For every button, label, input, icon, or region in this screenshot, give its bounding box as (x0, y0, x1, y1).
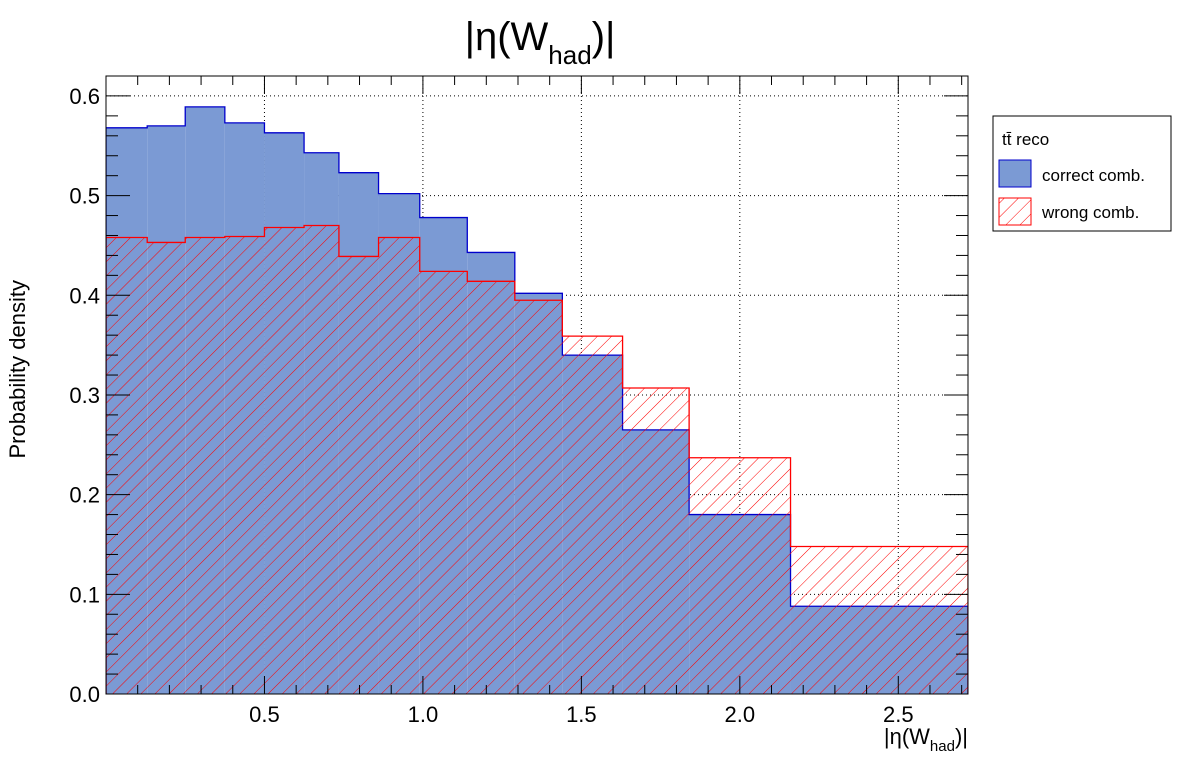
y-tick-label-4: 0.4 (69, 283, 100, 308)
x-axis-title-tail: )| (955, 724, 968, 749)
x-axis-title-sub: had (930, 738, 955, 755)
x-axis-title-main: |η(W (884, 724, 930, 749)
chart-title-tail: )| (592, 15, 616, 59)
histogram-bars (106, 106, 968, 694)
wrong-comb-bar-11 (562, 336, 623, 694)
wrong-comb-bar-0 (106, 237, 148, 694)
tick-labels: 0.5 1.0 1.5 2.0 2.5 0.0 0.1 0.2 0.3 0.4 0.5 0.6 (69, 84, 913, 727)
wrong-comb-bar-10 (514, 300, 563, 694)
legend-label-wrong-comb: wrong comb. (1041, 203, 1139, 222)
legend-header: tt̄ reco (1002, 130, 1049, 149)
wrong-comb-bar-13 (689, 457, 791, 694)
wrong-comb-outline (106, 224, 968, 694)
y-tick-label-1: 0.1 (69, 582, 100, 607)
wrong-comb-bar-9 (467, 281, 515, 694)
x-tick-label-0: 0.5 (249, 702, 280, 727)
wrong-comb-bar-6 (338, 256, 379, 694)
legend-label-correct-comb: correct comb. (1042, 166, 1145, 185)
x-tick-label-2: 1.5 (566, 702, 597, 727)
wrong-comb-bar-4 (264, 227, 305, 694)
y-tick-label-2: 0.2 (69, 483, 100, 508)
legend: tt̄ reco correct comb. wrong comb. (992, 115, 1172, 232)
y-tick-label-0: 0.0 (69, 682, 100, 707)
wrong-comb-bar-1 (147, 242, 186, 694)
legend-swatch-wrong-comb (998, 197, 1032, 226)
wrong-comb-bar-8 (419, 271, 468, 694)
y-tick-label-5: 0.5 (69, 184, 100, 209)
wrong-comb-bar-3 (224, 236, 265, 694)
y-tick-label-3: 0.3 (69, 383, 100, 408)
wrong-comb-bar-5 (304, 225, 339, 694)
wrong-comb-bar-12 (622, 387, 690, 694)
y-tick-label-6: 0.6 (69, 84, 100, 109)
wrong-comb-bar-14 (790, 546, 968, 694)
y-axis-title: Probability density (5, 280, 30, 459)
x-tick-label-3: 2.0 (725, 702, 756, 727)
axis-ticks (106, 75, 968, 694)
wrong-comb-bar-2 (185, 237, 225, 694)
x-tick-label-1: 1.0 (408, 702, 439, 727)
legend-swatch-correct-comb (998, 159, 1032, 188)
x-tick-label-4: 2.5 (883, 702, 914, 727)
chart-title: |η(Whad)| (465, 15, 616, 70)
x-axis-title: |η(Whad)| (884, 724, 968, 755)
chart-title-main: |η(W (465, 15, 549, 59)
plot-frame (105, 75, 969, 695)
wrong-comb-bar-7 (378, 237, 420, 694)
chart-title-sub: had (548, 40, 591, 70)
